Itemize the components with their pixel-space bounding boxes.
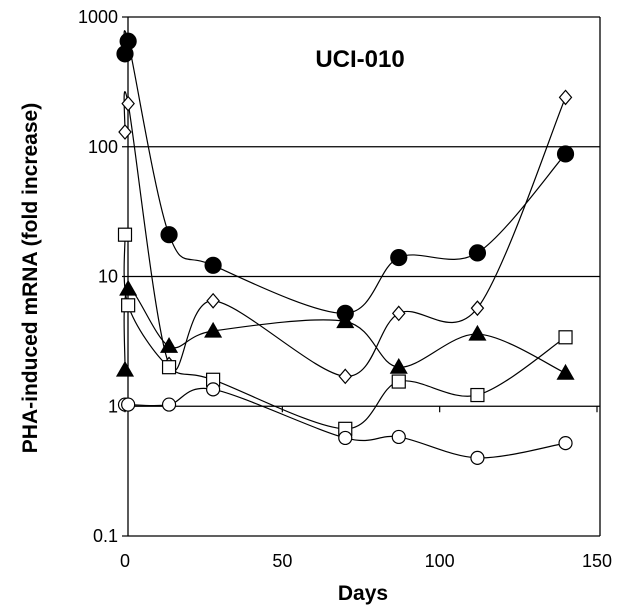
data-point-filled-circle <box>468 244 487 262</box>
y-tick-label: 100 <box>88 137 118 157</box>
data-point-open-square <box>121 298 136 313</box>
series-line-open-square <box>123 234 566 430</box>
series-line-filled-circle <box>123 30 566 314</box>
data-point-filled-triangle <box>160 337 179 353</box>
data-point-open-circle <box>121 397 136 412</box>
series-lines <box>123 30 567 459</box>
data-point-filled-triangle <box>336 312 355 329</box>
data-point-open-square <box>558 330 573 345</box>
data-point-open-diamond <box>206 292 220 309</box>
ticks: 0.1 1 10 100 1000 0 50 100 150 <box>78 7 612 571</box>
data-point-filled-triangle <box>204 321 223 338</box>
y-tick-label: 10 <box>98 267 118 287</box>
data-point-open-diamond <box>470 300 485 317</box>
data-point-open-square <box>391 374 406 389</box>
series-markers <box>115 32 575 465</box>
data-point-filled-circle <box>160 226 178 244</box>
data-point-open-square <box>161 360 177 375</box>
x-tick-label: 100 <box>425 551 455 571</box>
data-point-open-diamond <box>118 124 132 140</box>
data-point-open-circle <box>470 450 485 465</box>
data-point-open-diamond <box>338 368 353 385</box>
data-point-filled-circle <box>119 32 137 50</box>
x-tick-label: 150 <box>582 551 612 571</box>
gridlines <box>128 16 600 537</box>
data-point-filled-circle <box>556 145 575 163</box>
data-point-open-circle <box>391 429 406 445</box>
y-axis-title: PHA-induced mRNA (fold increase) <box>19 103 42 453</box>
chart-title: UCI-010 <box>315 46 404 73</box>
data-point-open-diamond <box>558 89 573 106</box>
y-tick-label: 1000 <box>78 7 118 27</box>
data-point-open-circle <box>161 397 177 412</box>
y-tick-label: 1 <box>108 396 118 416</box>
series-line-filled-triangle <box>123 288 566 374</box>
data-point-filled-triangle <box>468 324 487 341</box>
data-point-filled-triangle <box>556 363 575 380</box>
x-tick-label: 50 <box>272 551 292 571</box>
data-point-open-circle <box>206 382 221 397</box>
data-point-filled-triangle <box>115 360 135 377</box>
data-point-filled-triangle <box>119 279 138 296</box>
data-point-filled-triangle <box>389 357 408 374</box>
data-point-open-circle <box>338 430 353 446</box>
data-point-open-circle <box>558 435 573 451</box>
x-tick-label: 0 <box>120 551 130 571</box>
data-point-open-square <box>470 387 485 403</box>
x-axis-title: Days <box>338 582 388 605</box>
data-point-filled-circle <box>204 256 222 274</box>
data-point-filled-circle <box>390 248 408 267</box>
data-point-open-diamond <box>391 305 406 322</box>
data-point-open-square <box>117 227 133 242</box>
y-tick-label: 0.1 <box>93 526 118 546</box>
data-point-open-diamond <box>121 95 135 112</box>
